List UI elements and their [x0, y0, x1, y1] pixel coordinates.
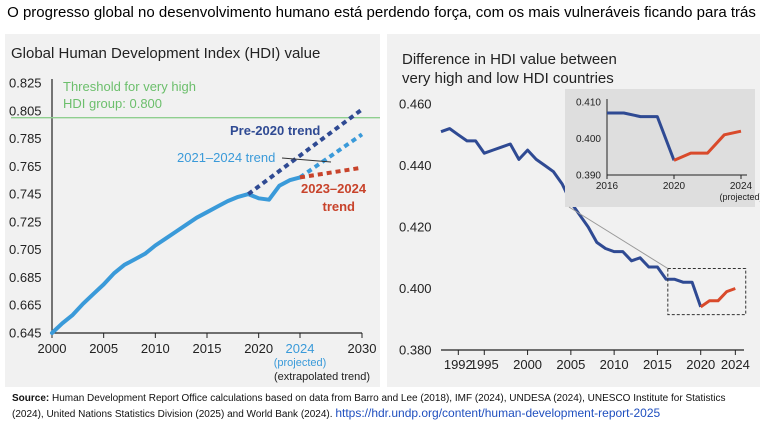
annotation-leader-line	[281, 157, 332, 163]
y-tick-label: 0.765	[9, 159, 42, 174]
y-tick-label: 0.685	[9, 270, 42, 285]
series-line-2023-2024-trend	[299, 165, 363, 180]
source-link[interactable]: https://hdr.undp.org/content/human-devel…	[335, 406, 661, 420]
y-tick-label: 0.420	[399, 220, 432, 235]
x-tick-label: 2000	[513, 357, 542, 372]
x-tick-label: 2024	[721, 357, 750, 372]
x-tick-label: 2005	[89, 341, 118, 356]
x-tick-label: 2015	[643, 357, 672, 372]
inset-x-note-projected: (projected)	[719, 192, 760, 202]
y-tick-label: 0.440	[399, 158, 432, 173]
inset-connector-line	[568, 206, 669, 269]
threshold-label-line2: HDI group: 0.800	[63, 96, 162, 111]
x-tick-note-extrapolated: (extrapolated trend)	[274, 371, 370, 383]
y-tick-label: 0.785	[9, 131, 42, 146]
annotation-2023-2024-trend-line1: 2023–2024	[301, 181, 367, 196]
x-tick-label: 2010	[600, 357, 629, 372]
global-hdi-chart: Global Human Development Index (HDI) val…	[9, 45, 380, 383]
y-tick-label: 0.665	[9, 298, 42, 313]
y-tick-label: 0.805	[9, 103, 42, 118]
threshold-label-line1: Threshold for very high	[63, 79, 196, 94]
inset-y-tick-label: 0.410	[576, 98, 601, 109]
source-note: Source: Human Development Report Office …	[12, 392, 757, 422]
chart-title: Global Human Development Index (HDI) val…	[11, 45, 320, 62]
inset-series-line-hdi-gap	[607, 111, 676, 161]
y-tick-label: 0.825	[9, 76, 42, 91]
hdi-gap-chart: Difference in HDI value between very high…	[399, 51, 763, 372]
series-line-projected	[699, 287, 736, 309]
inset-x-tick-label: 2016	[596, 181, 619, 192]
inset-series-line-projected	[673, 129, 742, 162]
chart-title-line2: very high and low HDI countries	[402, 70, 614, 87]
y-tick-label: 0.705	[9, 242, 42, 257]
x-tick-label: 2010	[141, 341, 170, 356]
x-tick-label: 2020	[244, 341, 273, 356]
x-tick-label: 2005	[556, 357, 585, 372]
y-tick-label: 0.645	[9, 326, 42, 341]
y-tick-label: 0.745	[9, 187, 42, 202]
x-tick-note-projected: (projected)	[274, 357, 327, 369]
source-label: Source:	[12, 393, 50, 404]
chart-title-line1: Difference in HDI value between	[402, 51, 617, 68]
inset-y-tick-label: 0.390	[576, 171, 601, 182]
y-tick-label: 0.380	[399, 343, 432, 358]
inset-x-tick-label: 2024	[730, 181, 753, 192]
x-tick-label: 2030	[348, 341, 377, 356]
y-tick-label: 0.460	[399, 97, 432, 112]
annotation-2023-2024-trend-line2: trend	[323, 199, 356, 214]
x-tick-label: 1992	[444, 357, 473, 372]
source-text: Human Development Report Office calculat…	[12, 393, 726, 420]
series-line-global-hdi	[50, 175, 302, 335]
global-hdi-panel: Global Human Development Index (HDI) val…	[5, 34, 380, 387]
annotation-2021-2024-trend: 2021–2024 trend	[177, 150, 275, 165]
annotation-pre-2020-trend: Pre-2020 trend	[230, 123, 320, 138]
hdi-gap-panel: Difference in HDI value between very high…	[387, 34, 763, 387]
series-line-2021-2024-trend	[298, 132, 364, 180]
x-tick-label: 2020	[686, 357, 715, 372]
inset-y-tick-label: 0.400	[576, 134, 601, 145]
x-tick-label: 2024	[286, 341, 315, 356]
x-tick-label: 2000	[38, 341, 67, 356]
headline: O progresso global no desenvolvimento hu…	[7, 4, 756, 21]
x-tick-label: 1995	[470, 357, 499, 372]
zoom-box	[667, 268, 747, 316]
x-tick-label: 2015	[193, 341, 222, 356]
series-line-pre-2020-trend	[247, 107, 364, 196]
inset-x-tick-label: 2020	[663, 181, 686, 192]
y-tick-label: 0.725	[9, 214, 42, 229]
inset-background	[565, 89, 755, 207]
y-tick-label: 0.400	[399, 281, 432, 296]
